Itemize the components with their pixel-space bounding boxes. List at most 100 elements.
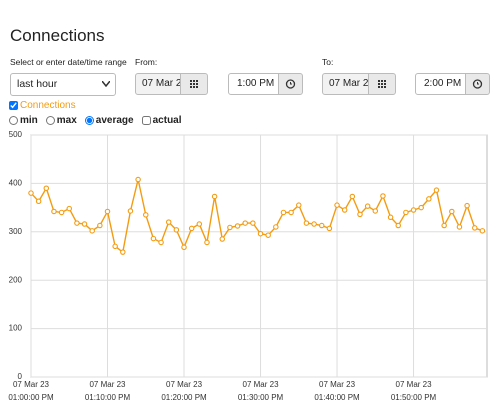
x-tick-label: 01:20:00 PM xyxy=(161,393,207,402)
data-point xyxy=(318,222,325,229)
data-point xyxy=(120,249,126,255)
data-point xyxy=(234,223,241,229)
mode-label: average xyxy=(95,115,134,126)
data-point xyxy=(81,221,88,227)
data-point xyxy=(165,219,172,225)
preset-select[interactable]: last hour xyxy=(10,73,116,96)
y-tick-label: 100 xyxy=(9,324,23,333)
data-point xyxy=(479,228,486,234)
data-point xyxy=(296,202,302,208)
series-checkbox[interactable] xyxy=(9,101,18,110)
clock-button[interactable] xyxy=(278,73,303,95)
mode-option[interactable]: average xyxy=(84,115,134,126)
data-point xyxy=(341,207,348,213)
series-line xyxy=(30,179,483,254)
mode-checkbox[interactable] xyxy=(141,116,151,125)
data-point xyxy=(35,198,42,205)
x-tick-label: 07 Mar 23 xyxy=(89,380,126,389)
clock-icon xyxy=(285,79,296,89)
data-point xyxy=(387,214,394,221)
x-tick-label: 01:10:00 PM xyxy=(85,393,131,402)
calendar-icon xyxy=(190,80,198,88)
data-point xyxy=(51,208,57,215)
data-point xyxy=(403,209,409,216)
y-tick-label: 400 xyxy=(9,179,23,188)
data-point xyxy=(410,207,417,213)
data-point xyxy=(257,230,264,237)
data-point xyxy=(418,204,424,211)
mode-radio[interactable] xyxy=(9,116,18,125)
x-tick-label: 01:00:00 PM xyxy=(8,393,54,402)
x-tick-label: 07 Mar 23 xyxy=(166,380,203,389)
mode-options: min max average actual xyxy=(9,115,182,126)
data-point xyxy=(127,208,134,214)
data-point xyxy=(349,193,356,200)
calendar-icon xyxy=(378,80,386,88)
data-point xyxy=(433,187,440,193)
data-point xyxy=(181,244,187,251)
data-point xyxy=(219,236,226,242)
data-point xyxy=(58,209,65,216)
x-tick-label: 01:30:00 PM xyxy=(238,393,284,402)
mode-radio[interactable] xyxy=(45,116,55,125)
mode-label: min xyxy=(20,115,38,126)
clock-icon xyxy=(472,79,483,89)
x-tick-label: 01:40:00 PM xyxy=(314,393,360,402)
x-tick-label: 07 Mar 23 xyxy=(319,380,356,389)
mode-option[interactable]: actual xyxy=(141,115,182,126)
data-point xyxy=(242,220,248,226)
mode-radio[interactable] xyxy=(84,116,94,125)
data-point xyxy=(97,222,103,229)
data-point xyxy=(143,212,149,218)
data-point xyxy=(196,221,203,227)
mode-option[interactable]: max xyxy=(45,115,77,126)
data-point xyxy=(456,224,463,230)
data-point xyxy=(464,202,470,209)
plot-frame xyxy=(30,134,488,378)
data-point xyxy=(311,221,317,227)
data-point xyxy=(334,202,340,208)
from-label: From: xyxy=(135,57,158,67)
data-point xyxy=(173,227,180,233)
data-point xyxy=(472,225,478,231)
data-point xyxy=(104,208,111,215)
calendar-button[interactable] xyxy=(368,73,396,95)
calendar-button[interactable] xyxy=(180,73,208,95)
mode-label: actual xyxy=(152,115,182,126)
y-tick-label: 200 xyxy=(9,275,23,284)
data-point xyxy=(135,176,141,183)
data-point xyxy=(372,208,379,214)
to-label: To: xyxy=(322,57,334,67)
data-point xyxy=(66,205,73,212)
data-point xyxy=(395,222,401,229)
clock-button[interactable] xyxy=(465,73,490,95)
x-tick-label: 01:50:00 PM xyxy=(391,393,437,402)
data-point xyxy=(158,239,164,246)
x-tick-label: 07 Mar 23 xyxy=(243,380,280,389)
data-point xyxy=(112,243,118,250)
preset-value: last hour xyxy=(17,78,58,90)
data-point xyxy=(326,225,333,232)
mode-option[interactable]: min xyxy=(9,115,38,126)
mode-label: max xyxy=(56,115,77,126)
data-point xyxy=(250,220,256,226)
data-point xyxy=(188,225,195,232)
data-point xyxy=(227,224,233,231)
dropdown-arrow xyxy=(102,81,110,87)
y-tick-label: 300 xyxy=(9,227,23,236)
series-toggle[interactable]: Connections xyxy=(9,100,76,111)
data-point xyxy=(426,196,432,202)
data-point xyxy=(303,220,310,226)
data-point xyxy=(89,228,95,234)
legend-label: Connections xyxy=(20,100,76,111)
x-tick-label: 07 Mar 23 xyxy=(13,380,50,389)
range-label: Select or enter date/time range xyxy=(10,57,127,67)
data-point xyxy=(357,211,363,218)
data-point xyxy=(28,190,34,196)
data-point xyxy=(74,220,80,226)
y-tick-label: 500 xyxy=(9,130,23,139)
y-tick-label: 0 xyxy=(18,372,23,381)
data-point xyxy=(204,239,210,246)
